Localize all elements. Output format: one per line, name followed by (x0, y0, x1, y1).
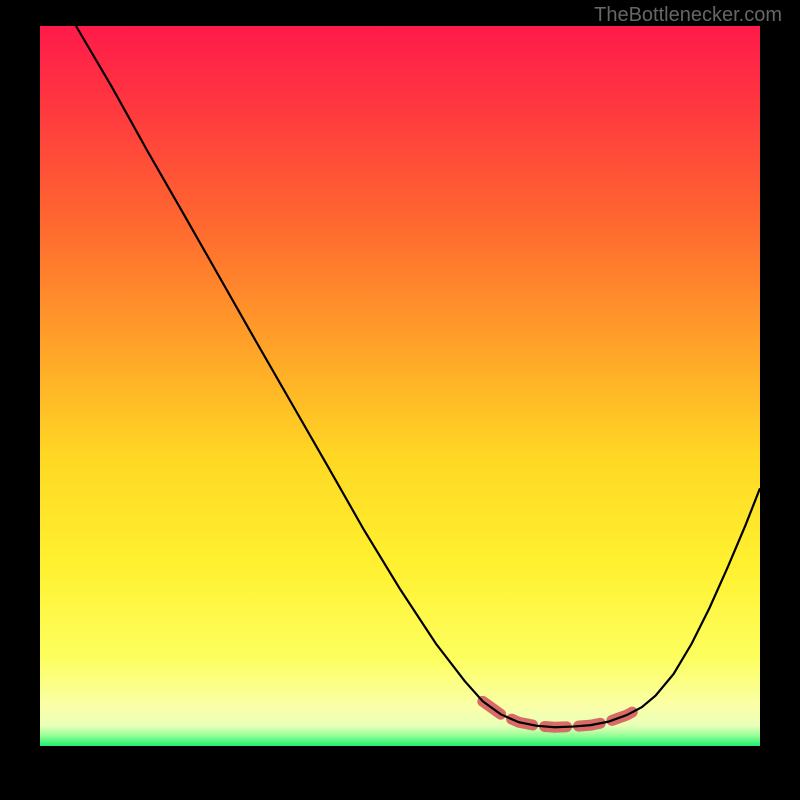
bottleneck-curve (76, 26, 760, 727)
plot-area (40, 26, 760, 746)
curve-layer (40, 26, 760, 746)
watermark-text: TheBottlenecker.com (594, 4, 782, 27)
highlight-dashes (483, 701, 642, 727)
